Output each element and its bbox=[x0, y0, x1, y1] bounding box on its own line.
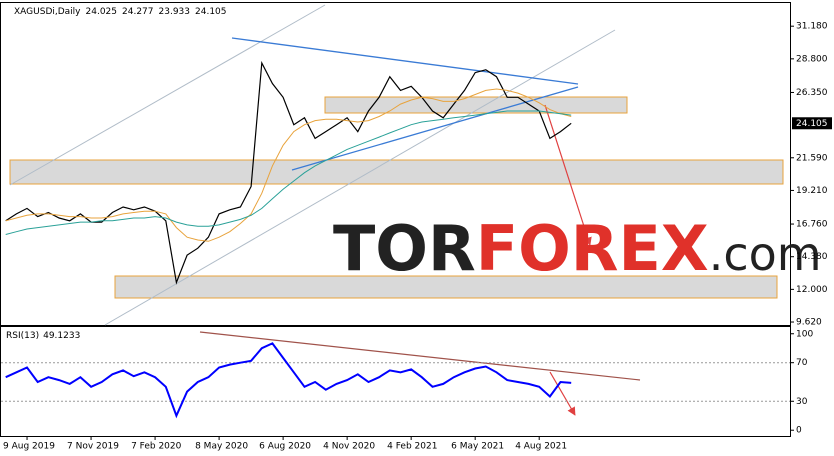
x-tick-label: 4 Aug 2021 bbox=[515, 442, 567, 452]
y-tick-label: 30 bbox=[796, 397, 808, 407]
trend-line bbox=[291, 86, 579, 171]
y-tick-label: 0 bbox=[796, 426, 802, 436]
rsi-header: RSI(13) 49.1233 bbox=[6, 331, 80, 341]
x-tick-label: 7 Feb 2020 bbox=[131, 442, 182, 452]
channel-line bbox=[104, 29, 616, 326]
y-tick-label: 28.800 bbox=[796, 54, 828, 64]
x-tick-label: 8 May 2020 bbox=[195, 442, 248, 452]
y-tick-label: 70 bbox=[796, 358, 808, 368]
y-tick-label: 31.180 bbox=[796, 22, 828, 32]
current-price-box bbox=[792, 117, 832, 130]
zone bbox=[114, 275, 778, 299]
x-tick-label: 6 Aug 2020 bbox=[259, 442, 311, 452]
x-tick-label: 9 Aug 2019 bbox=[3, 442, 55, 452]
zone bbox=[9, 159, 784, 185]
x-tick-label: 7 Nov 2019 bbox=[67, 442, 119, 452]
y-tick-label: 19.210 bbox=[796, 186, 828, 196]
x-tick-label: 4 Feb 2021 bbox=[387, 442, 437, 452]
moving-average bbox=[5, 110, 572, 235]
moving-average bbox=[5, 88, 572, 242]
zone bbox=[324, 96, 628, 114]
trend-line bbox=[231, 37, 579, 85]
y-tick-label: 14.380 bbox=[796, 252, 828, 262]
y-tick-label: 100 bbox=[796, 329, 813, 339]
y-tick-label: 9.620 bbox=[796, 318, 822, 328]
y-tick-label: 16.760 bbox=[796, 220, 828, 230]
forecast-arrow bbox=[549, 371, 576, 416]
x-tick-label: 4 Nov 2020 bbox=[323, 442, 375, 452]
price-panel bbox=[0, 2, 791, 326]
price-line bbox=[5, 60, 572, 285]
rsi-panel bbox=[0, 326, 791, 437]
x-tick-label: 6 May 2021 bbox=[451, 442, 504, 452]
chart-header: XAGUSDi,Daily 24.025 24.277 23.933 24.105 bbox=[14, 7, 227, 17]
y-tick-label: 12.000 bbox=[796, 285, 828, 295]
rsi-trend-line bbox=[199, 331, 641, 381]
watermark: TORFOREX.com bbox=[333, 212, 822, 285]
current-price-label: 24.105 bbox=[796, 119, 828, 129]
y-tick-label: 21.590 bbox=[796, 153, 828, 163]
y-tick-label: 26.350 bbox=[796, 88, 828, 98]
forecast-arrow bbox=[544, 104, 592, 246]
price-line bbox=[5, 342, 572, 419]
channel-line bbox=[9, 4, 326, 186]
